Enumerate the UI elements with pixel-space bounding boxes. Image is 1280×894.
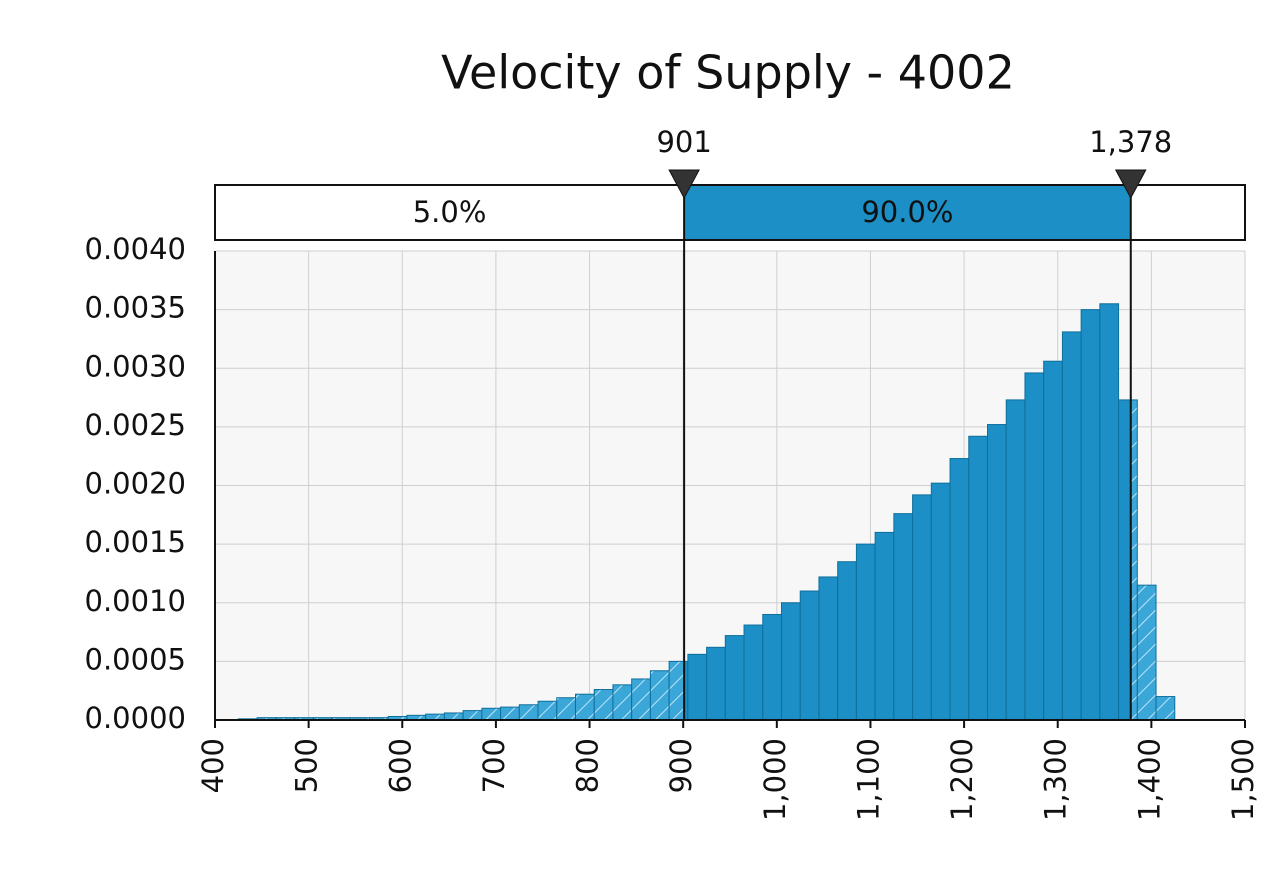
x-tick-label: 400 <box>196 738 230 793</box>
y-tick-label: 0.0005 <box>85 642 186 676</box>
bar <box>1136 584 1157 721</box>
x-tick-label: 700 <box>477 738 511 793</box>
bar <box>575 693 595 721</box>
bar <box>631 678 651 721</box>
x-tick-label: 1,200 <box>945 738 979 821</box>
bar <box>518 704 539 721</box>
chart-title: Velocity of Supply - 4002 <box>441 46 1015 100</box>
bar <box>706 646 726 721</box>
bar <box>1118 399 1132 721</box>
y-tick-label: 0.0040 <box>85 232 186 266</box>
x-tick-label: 600 <box>383 738 417 793</box>
x-tick-label: 1,100 <box>851 738 885 821</box>
marker-triangle <box>1114 169 1147 200</box>
y-tick-label: 0.0025 <box>85 408 186 442</box>
bar <box>481 707 502 721</box>
marker-label: 1,378 <box>1089 125 1172 159</box>
region-label: 90.0% <box>861 195 953 229</box>
y-tick-label: 0.0035 <box>85 291 186 325</box>
bar <box>874 531 895 721</box>
bar <box>537 700 558 721</box>
bar <box>837 561 857 721</box>
x-tick-label: 500 <box>290 738 324 793</box>
marker-triangle <box>668 169 700 200</box>
bar <box>649 670 670 721</box>
bar <box>855 543 876 721</box>
bar <box>893 513 914 721</box>
bar <box>1099 303 1120 721</box>
bar <box>987 424 1007 721</box>
bar <box>1005 399 1026 721</box>
bar <box>668 660 685 721</box>
bar <box>1080 309 1101 721</box>
range-fill <box>684 186 1131 239</box>
y-tick-label: 0.0015 <box>85 525 186 559</box>
bar <box>799 590 820 721</box>
region-label: 5.0% <box>413 195 487 229</box>
marker-label: 901 <box>656 125 711 159</box>
bar <box>556 697 576 721</box>
x-tick-label: 800 <box>571 738 605 793</box>
x-tick-label: 1,000 <box>758 738 792 821</box>
bar <box>930 482 951 721</box>
bar <box>968 435 988 721</box>
bar <box>781 602 801 721</box>
x-tick-label: 1,400 <box>1132 738 1166 821</box>
bar <box>762 613 782 721</box>
y-tick-label: 0.0030 <box>85 349 186 383</box>
bar <box>443 712 464 721</box>
y-tick-label: 0.0020 <box>85 467 186 501</box>
bar <box>724 635 745 721</box>
bar <box>818 576 839 721</box>
bar <box>687 653 708 721</box>
bar <box>949 458 970 721</box>
bar <box>593 689 614 721</box>
bar <box>1155 696 1176 721</box>
x-tick-label: 900 <box>664 738 698 793</box>
bar <box>1024 372 1045 721</box>
bar <box>912 494 932 721</box>
bar <box>500 706 520 721</box>
y-tick-label: 0.0010 <box>85 584 186 618</box>
y-tick-label: 0.0000 <box>85 701 186 735</box>
bar <box>743 624 764 721</box>
bar <box>612 684 633 721</box>
x-tick-label: 1,500 <box>1226 738 1260 821</box>
bar <box>1061 331 1082 721</box>
bar <box>462 710 483 721</box>
bar <box>1043 360 1063 721</box>
x-tick-label: 1,300 <box>1039 738 1073 821</box>
